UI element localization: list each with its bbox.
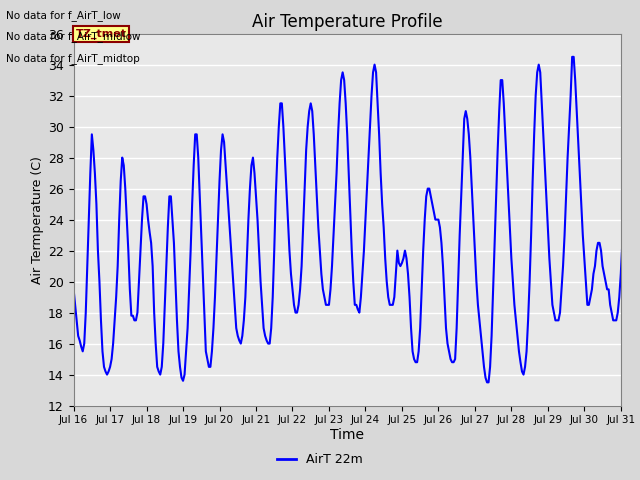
Text: No data for f_AirT_midtop: No data for f_AirT_midtop [6, 53, 140, 64]
Y-axis label: Air Termperature (C): Air Termperature (C) [31, 156, 44, 284]
Text: TZ_tmet: TZ_tmet [76, 29, 127, 39]
Legend: AirT 22m: AirT 22m [272, 448, 368, 471]
Text: No data for f_AirT_low: No data for f_AirT_low [6, 10, 121, 21]
Text: No data for f_AirT_midlow: No data for f_AirT_midlow [6, 31, 141, 42]
X-axis label: Time: Time [330, 428, 364, 442]
Title: Air Temperature Profile: Air Temperature Profile [252, 12, 442, 31]
